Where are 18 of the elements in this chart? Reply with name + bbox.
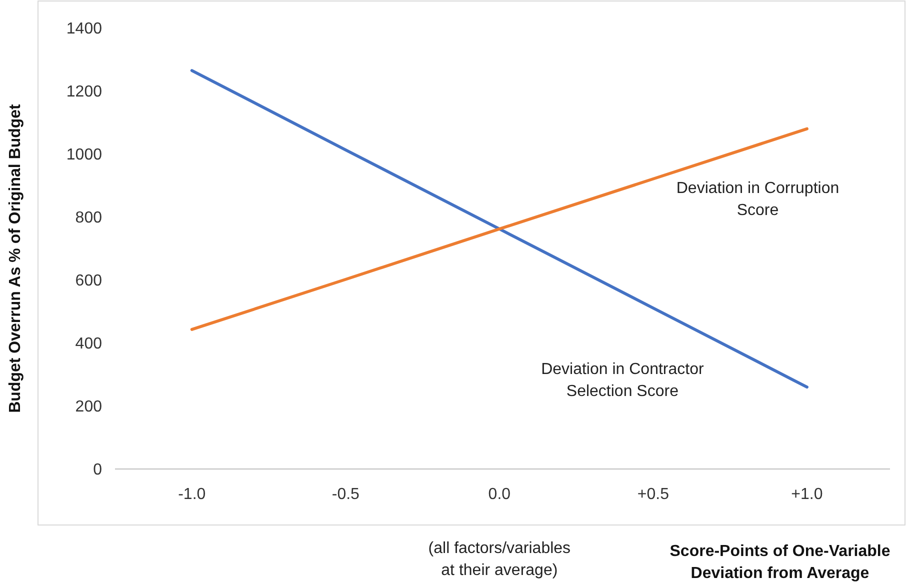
x-axis-title: Score-Points of One-Variable Deviation from Average	[670, 543, 890, 582]
y-tick-label: 400	[75, 336, 102, 353]
y-tick-label: 800	[75, 210, 102, 227]
x-tick-label: +0.5	[637, 486, 670, 503]
series-label: Deviation in Contractor Selection Score	[541, 361, 704, 400]
y-tick-label: 200	[75, 398, 102, 416]
x-tick-label: +1.0	[791, 486, 823, 503]
text: (all factors/variables at their average)	[428, 540, 571, 579]
series-label: Deviation in Corruption Score	[676, 180, 840, 219]
y-tick-label: 0	[93, 462, 102, 479]
y-tick-label: 600	[75, 272, 102, 290]
y-tick-label: 1200	[66, 84, 102, 101]
x-tick-label: -1.0	[178, 486, 206, 503]
x-tick-label: -0.5	[332, 486, 360, 503]
y-axis-title: Budget Overrun As % of Original Budget	[7, 103, 24, 413]
y-tick-label: 1400	[66, 20, 102, 38]
y-tick-label: 1000	[66, 146, 102, 164]
x-tick-label: 0.0	[488, 486, 511, 503]
